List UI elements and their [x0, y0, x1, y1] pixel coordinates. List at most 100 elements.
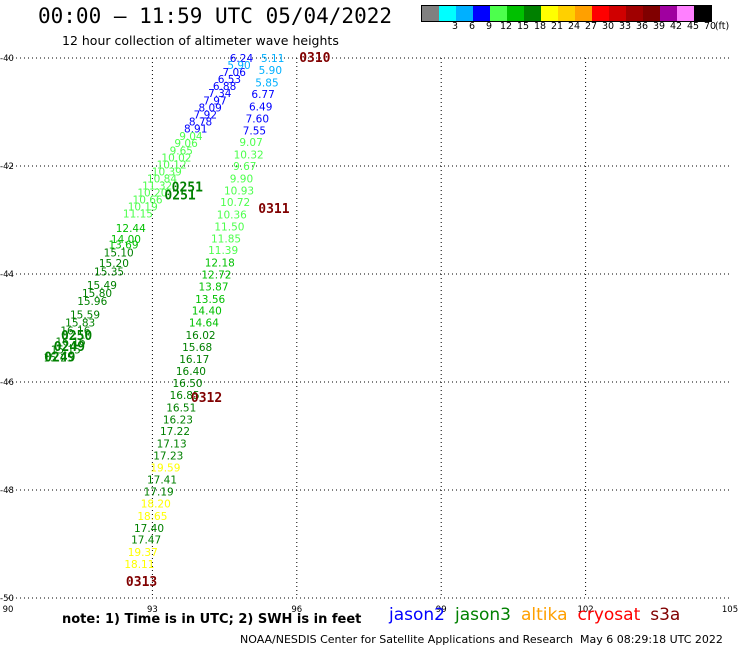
swh-data-label: 15.25 — [44, 353, 74, 365]
swh-data-label: 12.18 — [205, 258, 235, 270]
pass-label: 0251 — [164, 189, 195, 204]
swh-data-label: 6.24 — [230, 53, 254, 65]
legend-swatch — [422, 6, 439, 21]
swh-data-label: 10.12 — [157, 159, 187, 171]
swh-data-label: 11.15 — [123, 209, 153, 221]
swh-data-label: 13.69 — [108, 239, 138, 251]
swh-data-label: 15.59 — [70, 310, 100, 322]
legend-label: 18 — [533, 21, 547, 32]
pass-label: 0312 — [191, 391, 222, 406]
swh-data-label: 10.36 — [217, 210, 247, 222]
swh-data-label: 13.56 — [195, 294, 225, 306]
pass-label: 0250 — [61, 329, 92, 344]
swh-data-label: 7.97 — [203, 96, 226, 108]
legend-swatch — [609, 6, 626, 21]
legend-swatch — [694, 6, 711, 21]
legend-label: 39 — [652, 21, 666, 32]
swh-data-label: 9.67 — [233, 161, 256, 173]
swh-data-label: 19.37 — [128, 547, 158, 559]
swh-data-label: 10.02 — [161, 152, 191, 164]
legend-swatch — [592, 6, 609, 21]
swh-data-label: 16.51 — [166, 402, 196, 414]
x-tick-label: 90 — [3, 605, 14, 615]
y-tick-label: -44 — [0, 270, 14, 280]
x-tick-label: 102 — [577, 605, 593, 615]
swh-data-label: 16.40 — [176, 366, 206, 378]
swh-data-label: 8.91 — [184, 124, 207, 136]
color-legend — [421, 5, 712, 22]
y-tick-label: -48 — [0, 486, 14, 496]
note-text: note: 1) Time is in UTC; 2) SWH is in fe… — [62, 612, 362, 627]
legend-swatch — [677, 6, 694, 21]
swh-data-label: 14.64 — [189, 318, 219, 330]
swh-data-label: 9.65 — [170, 145, 193, 157]
swh-data-label: 5.90 — [259, 65, 282, 77]
subtitle: 12 hour collection of altimeter wave hei… — [62, 33, 339, 48]
satellite-s3a: s3a — [650, 605, 681, 625]
legend-label: 27 — [584, 21, 598, 32]
swh-data-label: 9.90 — [230, 173, 253, 185]
swh-data-label: 11.39 — [208, 245, 238, 257]
legend-label: 45 — [686, 21, 700, 32]
x-tick-label: 105 — [722, 605, 738, 615]
swh-data-label: 7.92 — [194, 110, 217, 122]
legend-label: 15 — [516, 21, 530, 32]
swh-data-label: 18.20 — [141, 499, 171, 511]
y-tick-label: -50 — [0, 594, 14, 604]
swh-data-label: 15.49 — [87, 280, 117, 292]
swh-data-label: 10.20 — [137, 187, 167, 199]
swh-data-label: 8.78 — [189, 117, 212, 129]
credit-text: NOAA/NESDIS Center for Satellite Applica… — [240, 633, 574, 646]
swh-data-label: 15.15 — [51, 345, 81, 357]
swh-data-label: 16.02 — [186, 330, 216, 342]
swh-data-label: 5.85 — [255, 77, 278, 89]
swh-data-label: 10.39 — [152, 166, 182, 178]
satellite-jason2: jason2 — [389, 605, 445, 625]
swh-data-label: 18.11 — [124, 559, 154, 571]
legend-label: 36 — [635, 21, 649, 32]
legend-swatch — [575, 6, 592, 21]
legend-swatch — [626, 6, 643, 21]
swh-data-label: 17.41 — [147, 475, 177, 487]
swh-data-label: 15.83 — [65, 318, 95, 330]
swh-data-label: 17.19 — [144, 487, 174, 499]
swh-data-label: 16.16 — [56, 337, 86, 349]
swh-data-label: 7.34 — [208, 88, 232, 100]
legend-swatch — [660, 6, 677, 21]
legend-label: 12 — [499, 21, 513, 32]
swh-data-label: 15.80 — [82, 288, 112, 300]
legend-swatch — [524, 6, 541, 21]
color-legend-labels: 3 6 9 12 15 18 21 24 27 30 33 36 39 42 45 70 (ft) — [421, 21, 740, 33]
swh-data-label: 15.10 — [104, 247, 134, 259]
satellite-altika: altika — [521, 605, 568, 625]
swh-data-label: 9.07 — [239, 137, 262, 149]
swh-data-label: 7.06 — [223, 67, 247, 79]
swh-data-label: 12.44 — [116, 223, 146, 235]
satellite-cryosat: cryosat — [577, 605, 641, 625]
swh-data-label: 8.09 — [198, 103, 221, 115]
swh-data-label: 11.50 — [214, 221, 244, 233]
swh-data-label: 9.04 — [179, 131, 203, 143]
swh-data-label: 10.19 — [128, 202, 158, 214]
swh-data-label: 11.32 — [142, 180, 172, 192]
page-title: 00:00 – 11:59 UTC 05/04/2022 — [38, 4, 393, 28]
legend-label: 42 — [669, 21, 683, 32]
legend-swatch — [558, 6, 575, 21]
swh-data-label: 9.06 — [174, 138, 198, 150]
swh-data-label: 10.72 — [220, 197, 250, 209]
pass-label: 0310 — [299, 51, 330, 66]
swh-data-label: 17.13 — [157, 439, 187, 451]
legend-label: 24 — [567, 21, 581, 32]
swh-data-label: 10.84 — [147, 173, 177, 185]
swh-data-label: 6.77 — [251, 89, 274, 101]
swh-data-label: 16.17 — [179, 354, 209, 366]
swh-data-label: 19.59 — [150, 462, 180, 474]
legend-label: 30 — [601, 21, 615, 32]
legend-label: 9 — [485, 21, 493, 32]
y-tick-label: -42 — [0, 162, 14, 172]
swh-data-label: 17.40 — [134, 523, 164, 535]
swh-data-label: 14.40 — [192, 306, 222, 318]
swh-data-label: 5.11 — [261, 53, 284, 65]
swh-data-label: 17.23 — [153, 450, 183, 462]
